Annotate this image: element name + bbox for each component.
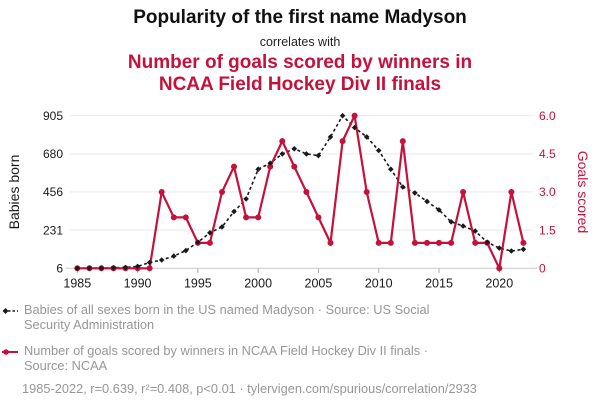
x-axis-tick-labels: 1985 1990 1995 2000 2005 2010 2015 2020 xyxy=(63,277,513,291)
gridlines xyxy=(70,115,533,231)
legend-entry-babies: Babies of all sexes born in the US named… xyxy=(2,302,582,332)
x-tick-2015: 2015 xyxy=(425,277,453,291)
chart-subtitle-line-2: NCAA Field Hockey Div II finals xyxy=(158,74,442,95)
x-tick-2000: 2000 xyxy=(244,277,272,291)
left-axis-title: Babies born xyxy=(6,155,22,230)
left-axis-tick-labels: 6 231 456 680 905 xyxy=(43,109,63,276)
black-dashed-series-icon xyxy=(2,308,18,314)
legend-entry-goals: Number of goals scored by winners in NCA… xyxy=(2,343,582,373)
x-tick-2010: 2010 xyxy=(365,277,393,291)
legend-label-goals: Number of goals scored by winners in NCA… xyxy=(24,343,428,373)
right-axis-tick-labels: 0 1.5 3.0 4.5 6.0 xyxy=(539,109,556,276)
legend-label-babies: Babies of all sexes born in the US named… xyxy=(24,302,430,332)
left-tick-680: 680 xyxy=(43,147,63,161)
babies-series-markers xyxy=(74,112,527,272)
chart-connector-text: correlates with xyxy=(259,35,341,49)
x-tick-1995: 1995 xyxy=(184,277,212,291)
right-tick-1.5: 1.5 xyxy=(539,223,556,237)
right-tick-0: 0 xyxy=(539,262,546,276)
x-tick-1985: 1985 xyxy=(63,277,91,291)
x-tick-1990: 1990 xyxy=(124,277,152,291)
x-tick-2005: 2005 xyxy=(305,277,333,291)
right-axis-title: Goals scored xyxy=(575,151,591,233)
plot-area: 6 231 456 680 905 0 1.5 3.0 4.5 6.0 1985 1990 1995… xyxy=(6,109,591,291)
series-layer xyxy=(74,112,527,272)
right-tick-6.0: 6.0 xyxy=(539,109,556,123)
chart-subtitle-line-1: Number of goals scored by winners in xyxy=(127,52,473,73)
left-tick-905: 905 xyxy=(43,109,63,123)
right-tick-3.0: 3.0 xyxy=(539,185,556,199)
left-tick-6: 6 xyxy=(56,262,63,276)
chart-subtitle: Number of goals scored by winners in NCA… xyxy=(0,52,600,96)
chart-title: Popularity of the first name Madyson xyxy=(133,7,467,28)
left-tick-231: 231 xyxy=(43,223,63,237)
x-tick-2020: 2020 xyxy=(485,277,513,291)
legend: Babies of all sexes born in the US named… xyxy=(2,302,582,384)
footer-stats-and-link: 1985-2022, r=0.639, r²=0.408, p<0.01 · t… xyxy=(22,381,477,396)
left-tick-456: 456 xyxy=(43,185,63,199)
goals-series-markers xyxy=(74,112,527,272)
red-solid-series-icon xyxy=(2,349,18,355)
right-tick-4.5: 4.5 xyxy=(539,147,556,161)
